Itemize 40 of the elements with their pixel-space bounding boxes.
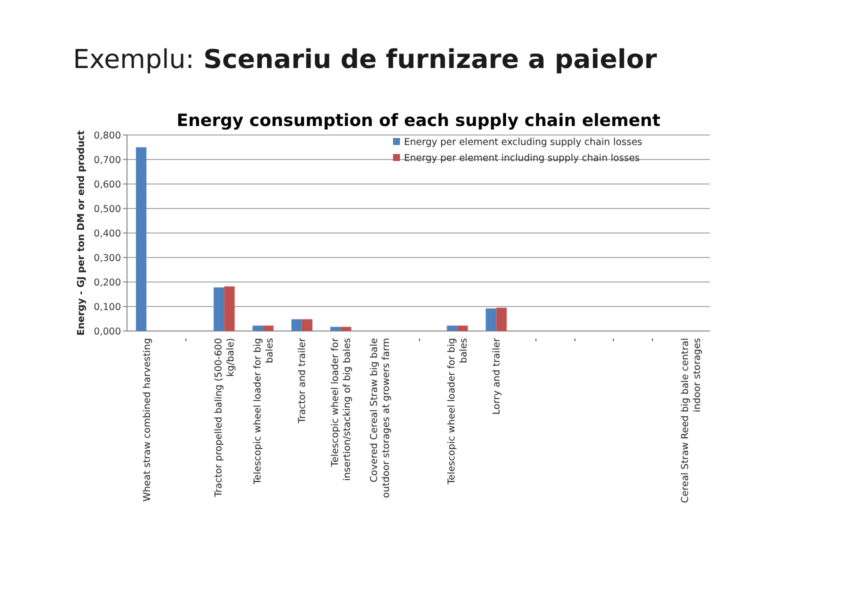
x-tick-label: Cereal Straw Reed big bale central indoor storages (680, 338, 703, 503)
bar (457, 326, 468, 331)
bar (302, 319, 312, 331)
bar (224, 286, 235, 331)
bar (330, 326, 341, 331)
x-tick-label: - (414, 338, 425, 342)
y-axis-title: Energy - GJ per ton DM or end product (76, 130, 87, 336)
y-tick-label: 0,600 (94, 179, 121, 190)
legend-label: Energy per element including supply chain losses (404, 152, 640, 164)
bar (136, 147, 146, 331)
x-tick-label: - (647, 338, 658, 342)
y-tick-label: 0,000 (94, 326, 121, 338)
y-tick-label: 0,300 (94, 252, 121, 264)
bar (340, 326, 352, 331)
bar (252, 326, 264, 331)
chart-subtitle: Energy consumption of each supply chain element (176, 111, 660, 131)
bar (214, 287, 224, 331)
x-tick-label: Wheat straw combined harvesting (142, 338, 153, 502)
y-tick-label: 0,500 (94, 204, 121, 215)
x-tick-label: - (569, 338, 580, 342)
chart-title: Exemplu: Scenariu de furnizare a paielor (73, 45, 658, 75)
x-tick-label: - (180, 338, 192, 342)
bar (263, 326, 274, 331)
bar (291, 319, 302, 331)
y-tick-label: 0,700 (94, 154, 121, 166)
bar (496, 308, 507, 331)
y-tick-label: 0,200 (94, 277, 121, 288)
x-tick-label: - (608, 338, 620, 342)
legend-label: Energy per element excluding supply chain losses (404, 136, 642, 148)
y-tick-label: 0,100 (94, 302, 121, 313)
y-tick-label: 0,800 (94, 130, 121, 142)
x-tick-label: Telescopic wheel loader for big bales (446, 338, 470, 486)
y-tick-label: 0,400 (94, 228, 121, 240)
bar (446, 326, 458, 331)
bar (486, 308, 496, 331)
x-tick-label: Telescopic wheel loader for big bales (252, 338, 276, 486)
x-tick-label: - (530, 338, 542, 342)
x-tick-label: Lorry and trailer (492, 338, 503, 415)
x-tick-label: Tractor and trailer (297, 338, 308, 424)
x-tick-label: Tractor propelled baling (500-600 kg/bale) (213, 338, 236, 498)
